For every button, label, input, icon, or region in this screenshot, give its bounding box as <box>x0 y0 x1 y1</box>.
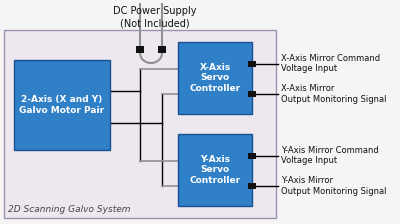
FancyBboxPatch shape <box>248 61 256 67</box>
FancyBboxPatch shape <box>248 183 256 189</box>
Text: Y-Axis
Servo
Controller: Y-Axis Servo Controller <box>190 155 240 185</box>
Text: DC Power Supply
(Not Included): DC Power Supply (Not Included) <box>113 6 197 28</box>
FancyBboxPatch shape <box>14 60 110 150</box>
FancyBboxPatch shape <box>248 91 256 97</box>
FancyBboxPatch shape <box>178 42 252 114</box>
Text: X-Axis
Servo
Controller: X-Axis Servo Controller <box>190 63 240 93</box>
Text: X-Axis Mirror Command
Voltage Input: X-Axis Mirror Command Voltage Input <box>281 54 380 73</box>
FancyBboxPatch shape <box>248 153 256 159</box>
Text: Y-Axis Mirror Command
Voltage Input: Y-Axis Mirror Command Voltage Input <box>281 146 379 165</box>
Text: 2D Scanning Galvo System: 2D Scanning Galvo System <box>8 205 130 214</box>
FancyBboxPatch shape <box>158 46 166 53</box>
FancyBboxPatch shape <box>136 46 144 53</box>
FancyBboxPatch shape <box>4 30 276 218</box>
Text: Y-Axis Mirror
Output Monitoring Signal: Y-Axis Mirror Output Monitoring Signal <box>281 176 386 196</box>
Text: 2-Axis (X and Y)
Galvo Motor Pair: 2-Axis (X and Y) Galvo Motor Pair <box>20 95 104 115</box>
Text: X-Axis Mirror
Output Monitoring Signal: X-Axis Mirror Output Monitoring Signal <box>281 84 386 103</box>
FancyBboxPatch shape <box>178 134 252 206</box>
